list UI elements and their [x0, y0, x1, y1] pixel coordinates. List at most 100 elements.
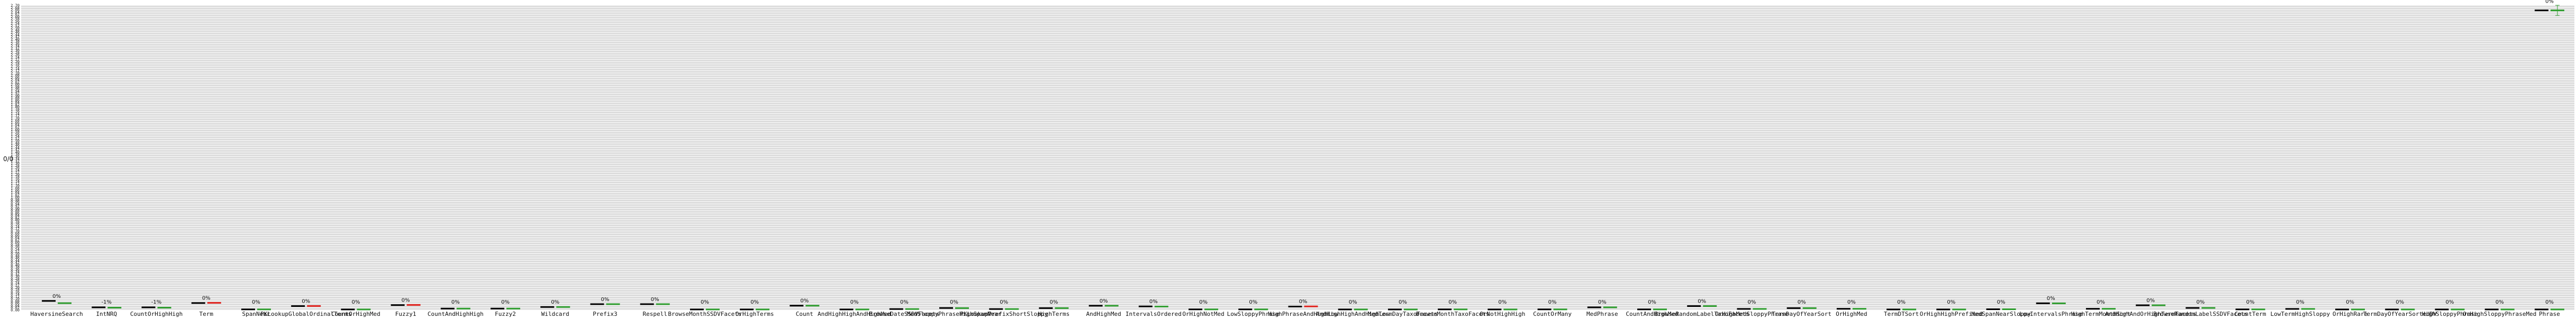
y-tick-label: 2.64 — [11, 10, 20, 14]
pct-change-label: 0% — [52, 294, 61, 299]
y-tick-label: 1.04 — [11, 191, 20, 195]
y-tick-label: 0.32 — [11, 272, 20, 276]
y-tick-label: 2.28 — [11, 51, 20, 55]
pct-change-label: 0% — [2196, 299, 2205, 305]
y-tick-label: 2.20 — [11, 60, 20, 64]
y-tick-label: 0.34 — [11, 270, 20, 274]
y-tick-label: 0.72 — [11, 227, 20, 231]
y-tick-label: 2.42 — [11, 35, 20, 39]
y-tick-label: 0.82 — [11, 216, 20, 220]
pct-change-label: 0% — [850, 299, 859, 305]
pct-change-label: -1% — [151, 299, 161, 305]
x-tick-label: MedSloppyPhraseHighSpanNear — [907, 311, 1002, 317]
x-tick-label: TermDTSort — [1884, 311, 1919, 317]
y-tick-label: 1.92 — [11, 92, 20, 96]
y-tick-label: 2.30 — [11, 49, 20, 53]
y-tick-label: 1.10 — [11, 184, 20, 188]
pct-change-label: 0% — [651, 297, 659, 303]
y-tick-label: 1.50 — [11, 139, 20, 143]
x-tick-label: OrHighMed — [1836, 311, 1867, 317]
y-tick-label: 1.64 — [11, 123, 20, 127]
y-tick-label: 1.84 — [11, 101, 20, 105]
y-tick-label: 1.72 — [11, 114, 20, 118]
y-tick-label: 0.86 — [11, 211, 20, 215]
y-tick-label: 1.74 — [11, 112, 20, 116]
pct-change-label: 0% — [2097, 299, 2105, 305]
y-tick-label: 1.30 — [11, 162, 20, 166]
y-tick-label: 1.78 — [11, 107, 20, 111]
y-tick-label: 0.52 — [11, 250, 20, 254]
x-tick-label: BrowseRandomLabelSSDVFacets — [2153, 311, 2248, 317]
x-tick-label: AndHighAndOrHighTermFacets — [2105, 311, 2196, 317]
y-tick-label: 1.90 — [11, 94, 20, 98]
x-tick-label: CountTerm — [2235, 311, 2266, 317]
y-tick-label: 1.98 — [11, 85, 20, 89]
x-tick-label: Count — [796, 311, 813, 317]
y-tick-label: 0.28 — [11, 277, 20, 281]
y-tick-label: 2.40 — [11, 37, 20, 41]
y-tick-label: 1.32 — [11, 159, 20, 163]
y-tick-label: 1.94 — [11, 89, 20, 93]
y-tick-label: 1.26 — [11, 166, 20, 170]
x-tick-label: CountOrHighMed — [331, 311, 380, 317]
y-tick-label: 2.44 — [11, 33, 20, 37]
x-tick-label: CountOrMany — [1533, 311, 1572, 317]
y-tick-label: 1.00 — [11, 196, 20, 200]
y-tick-label: 0.80 — [11, 218, 20, 222]
y-tick-label: 2.32 — [11, 46, 20, 50]
y-tick-label: 2.70 — [11, 4, 20, 8]
y-tick-label: 0.16 — [11, 290, 20, 294]
y-tick-label: 1.76 — [11, 110, 20, 114]
y-tick-label: 0.88 — [11, 209, 20, 213]
pct-change-label: 0% — [2246, 299, 2255, 305]
pct-change-label: 0% — [2496, 299, 2504, 305]
y-tick-label: 1.70 — [11, 116, 20, 120]
y-tick-label: 0.22 — [11, 284, 20, 288]
y-tick-label: 2.12 — [11, 69, 20, 73]
y-tick-label: 1.42 — [11, 148, 20, 152]
pct-change-label: 0% — [351, 299, 360, 305]
y-tick-label: 0.04 — [11, 304, 20, 308]
pct-change-label: 0% — [1399, 299, 1407, 305]
y-tick-label: 0.14 — [11, 293, 20, 297]
pct-change-label: 0% — [601, 297, 610, 303]
x-tick-label: AndHighHighAndHighLow — [1316, 311, 1390, 317]
pct-change-label: 0% — [701, 299, 709, 305]
y-tick-label: 0.90 — [11, 207, 20, 211]
y-tick-label: 1.28 — [11, 164, 20, 168]
y-axis-ticks: 0.000.020.040.060.080.100.120.140.160.18… — [11, 4, 20, 313]
x-tick-label: OrHighTerms — [736, 311, 774, 317]
y-tick-label: 0.96 — [11, 200, 20, 204]
pct-change-label: 0% — [1598, 299, 1607, 305]
x-tick-label: PKLookupPrefixShortSloppy — [960, 311, 1048, 317]
pct-change-label: 0% — [1100, 298, 1108, 304]
y-tick-label: 1.20 — [11, 173, 20, 177]
x-tick-label: Respell — [643, 311, 667, 317]
y-tick-label: 1.36 — [11, 155, 20, 159]
y-tick-label: 2.04 — [11, 78, 20, 82]
y-tick-label: 1.52 — [11, 137, 20, 141]
y-tick-label: 2.14 — [11, 67, 20, 71]
pct-change-label: 0% — [1847, 299, 1856, 305]
y-tick-label: 0.40 — [11, 263, 20, 267]
y-tick-label: 0.78 — [11, 220, 20, 224]
x-tick-label: AndHighMed — [1086, 311, 1121, 317]
y-tick-label: 1.14 — [11, 180, 20, 184]
y-tick-label: 2.02 — [11, 80, 20, 84]
x-tick-label: CountAndHighMed — [1626, 311, 1678, 317]
y-tick-label: 1.38 — [11, 153, 20, 157]
x-tick-label: LowIntervalsPhrase — [2019, 311, 2082, 317]
x-tick-label: BrowseDateSSDVFacets — [869, 311, 939, 317]
pct-change-label: 0% — [2396, 299, 2404, 305]
y-tick-label: 0.26 — [11, 279, 20, 283]
y-tick-label: 1.08 — [11, 187, 20, 191]
y-tick-label: 2.46 — [11, 31, 20, 35]
y-tick-label: 0.10 — [11, 297, 20, 301]
y-axis-label: 0/0 — [3, 155, 13, 163]
chart-marks: 0% -1% -1% 0% 0% 0% 0% 0% 0% 0% 0% 0% 0% 0% 0% 0% 0% 0% 0%… — [42, 0, 2564, 311]
y-tick-label: 0.70 — [11, 229, 20, 233]
y-tick-label: 2.56 — [11, 19, 20, 23]
y-tick-label: 2.00 — [11, 83, 20, 87]
y-tick-label: 1.22 — [11, 171, 20, 175]
pct-change-label: 0% — [1049, 299, 1058, 305]
